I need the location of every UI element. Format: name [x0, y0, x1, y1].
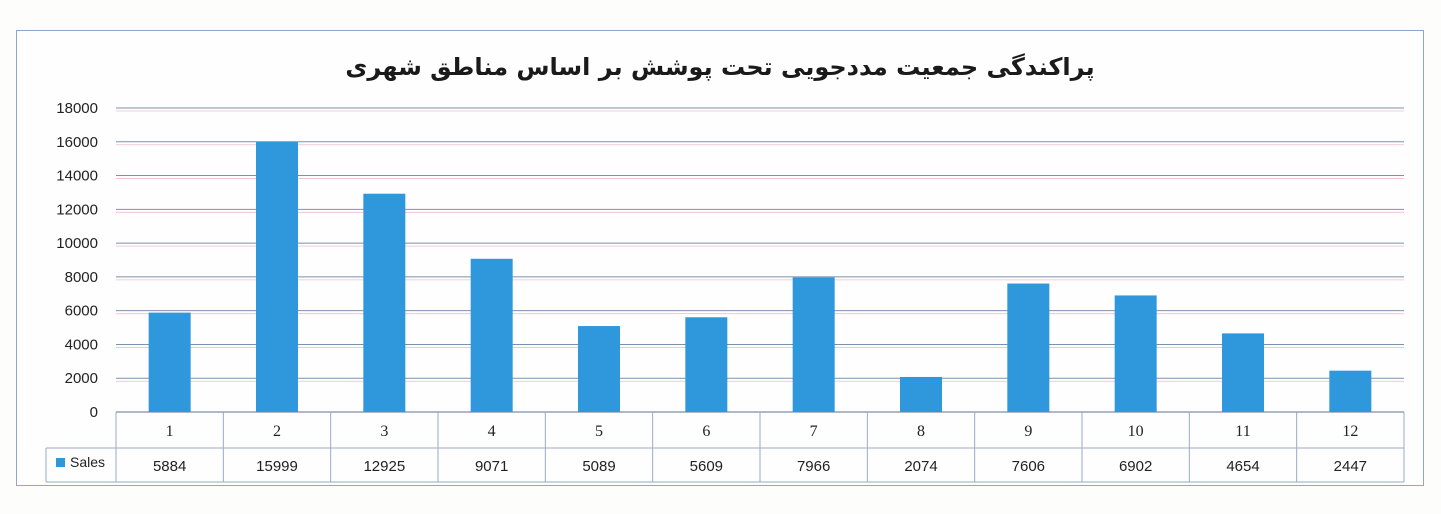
- legend-label: Sales: [70, 454, 105, 470]
- x-tick-label: 7: [810, 423, 818, 440]
- table-value: 2447: [1334, 458, 1367, 475]
- x-tick-label: 12: [1342, 423, 1358, 440]
- y-tick-label: 4000: [65, 336, 98, 353]
- x-tick-label: 4: [488, 423, 496, 440]
- y-axis: 0 2000 4000 6000 8000 10000 12000 14000 16000 180…: [56, 100, 98, 421]
- gridlines: [116, 107, 1404, 413]
- bar: [1114, 295, 1157, 412]
- x-tick-label: 9: [1024, 423, 1032, 440]
- y-tick-label: 18000: [56, 100, 98, 117]
- bar: [470, 258, 513, 412]
- bar: [685, 317, 728, 412]
- y-tick-label: 0: [90, 404, 98, 421]
- x-tick-label: 10: [1128, 423, 1144, 440]
- legend-swatch: [56, 458, 65, 467]
- y-tick-label: 14000: [56, 168, 98, 185]
- y-tick-label: 12000: [56, 201, 98, 218]
- bar: [578, 326, 620, 412]
- table-value: 2074: [904, 458, 937, 475]
- table-value: 6902: [1119, 458, 1152, 475]
- chart-title: پراکندگی جمعیت مددجویی تحت پوشش بر اساس …: [345, 53, 1095, 81]
- table-value: 5609: [690, 458, 723, 475]
- x-tick-label: 2: [273, 423, 281, 440]
- table-value: 5089: [582, 458, 615, 475]
- table-value: 7606: [1012, 458, 1045, 475]
- data-table: 1 5884 2 15999 3 12925 4 9071 5 5089 6 5609 7 7966 8 20…: [45, 412, 1405, 483]
- bar: [363, 193, 406, 412]
- x-tick-label: 6: [702, 423, 710, 440]
- table-value: 7966: [797, 458, 830, 475]
- x-tick-label: 3: [380, 423, 388, 440]
- x-tick-label: 5: [595, 423, 603, 440]
- bar: [1222, 333, 1264, 412]
- bar: [900, 376, 942, 412]
- y-tick-label: 16000: [56, 134, 98, 151]
- bar: [256, 141, 298, 412]
- table-value: 15999: [256, 458, 298, 475]
- x-tick-label: 8: [917, 423, 925, 440]
- table-value: 9071: [475, 458, 508, 475]
- x-tick-label: 1: [166, 423, 174, 440]
- bars: [148, 141, 1372, 412]
- bar: [1329, 370, 1372, 412]
- y-tick-label: 10000: [56, 235, 98, 252]
- bar: [1007, 283, 1050, 412]
- table-value: 12925: [363, 458, 405, 475]
- x-tick-label: 11: [1235, 423, 1250, 440]
- y-tick-label: 6000: [65, 303, 98, 320]
- bar: [148, 312, 191, 412]
- table-value: 4654: [1226, 458, 1259, 475]
- y-tick-label: 2000: [65, 370, 98, 387]
- bar: [792, 277, 835, 412]
- table-value: 5884: [153, 458, 186, 475]
- y-tick-label: 8000: [65, 269, 98, 286]
